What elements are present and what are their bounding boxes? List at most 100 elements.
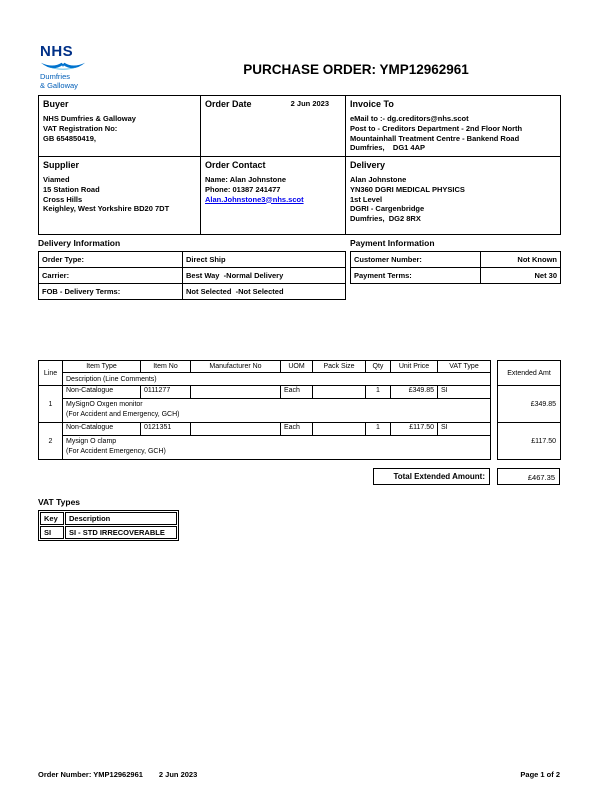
item-type: Non-Catalogue (62, 422, 141, 436)
footer-order-number: Order Number: YMP12962961 (38, 770, 143, 779)
order-contact-phone: Phone: 01387 241477 (205, 184, 281, 194)
table-row: SI SI - STD IRRECOVERABLE (40, 526, 177, 539)
order-contact-email-link[interactable]: Alan.Johnstone3@nhs.scot (205, 194, 304, 204)
order-date-label: Order Date (205, 99, 252, 109)
item-type: Non-Catalogue (62, 385, 141, 399)
vat-type: SI (437, 422, 491, 436)
supplier-city: Keighley, West Yorkshire BD20 7DT (43, 204, 170, 214)
table-row: Carrier: Best Way -Normal Delivery (38, 267, 346, 284)
column-gap (491, 361, 498, 386)
fob-terms-value: Not Selected -Not Selected (182, 283, 346, 300)
line-number: 1 (38, 385, 63, 423)
order-contact-name: Name: Alan Johnstone (205, 175, 286, 184)
col-header-extended-amt: Extended Amt (497, 360, 561, 386)
delivery-contact: Alan Johnstone (350, 175, 407, 184)
col-header-vat-type: VAT Type (437, 360, 491, 373)
delivery-city: Dumfries, DG2 8RX (350, 214, 421, 223)
table-row-description: MySignO Oxgen monitor (For Accident and … (39, 398, 561, 423)
order-contact-cell: Order Contact Name: Alan Johnstone Phone… (200, 156, 346, 235)
order-date-cell: Order Date 2 Jun 2023 (200, 95, 346, 157)
customer-number-label: Customer Number: (350, 251, 481, 268)
vat-description-header: Description (65, 512, 177, 525)
invoice-to-post: Post to - Creditors Department - 2nd Flo… (350, 123, 523, 133)
invoice-to-email: eMail to :- dg.creditors@nhs.scot (350, 114, 469, 123)
vat-types-section: VAT Types Key Description SI SI - STD IR… (38, 497, 179, 541)
vat-types-table: Key Description SI SI - STD IRRECOVERABL… (38, 510, 179, 541)
payment-terms-value: Net 30 (480, 267, 561, 284)
qty: 1 (365, 385, 391, 399)
footer-page-number: Page 1 of 2 (520, 770, 560, 779)
manufacturer-no (190, 422, 281, 436)
column-gap (491, 423, 498, 460)
total-extended-amount-value: £467.35 (497, 468, 560, 485)
items-header-row: Line Item Type Item No Manufacturer No U… (38, 360, 561, 386)
nhs-region-line1: Dumfries (40, 72, 71, 81)
nhs-swoosh-icon (40, 62, 86, 70)
supplier-heading: Supplier (43, 160, 80, 170)
footer-date: 2 Jun 2023 (158, 770, 198, 779)
qty: 1 (365, 422, 391, 436)
table-row: FOB - Delivery Terms: Not Selected -Not … (38, 283, 346, 300)
carrier-value: Best Way -Normal Delivery (182, 267, 346, 284)
item-description-cell: Mysign O clamp (For Accident Emergency, … (62, 435, 491, 460)
pack-size (312, 385, 366, 399)
supplier-street: 15 Station Road (43, 184, 100, 194)
unit-price: £349.85 (390, 385, 438, 399)
vat-key-header: Key (40, 512, 64, 525)
delivery-cell: Delivery Alan Johnstone YN360 DGRI MEDIC… (345, 156, 561, 235)
nhs-region-line2: & Galloway (40, 81, 78, 91)
invoice-to-address: Mountainhall Treatment Centre - Bankend … (350, 133, 520, 143)
table-row-description: Mysign O clamp (For Accident Emergency, … (39, 435, 561, 460)
supplier-cell: Supplier Viamed 15 Station Road Cross Hi… (38, 156, 201, 235)
delivery-site: DGRI - Cargenbridge (350, 204, 425, 214)
col-header-unit-price: Unit Price (390, 360, 438, 373)
col-header-item-no: Item No (140, 360, 191, 373)
col-header-qty: Qty (365, 360, 391, 373)
extended-amt: £117.50 (497, 422, 561, 460)
buyer-name: NHS Dumfries & Galloway (43, 114, 136, 123)
nhs-logo-text: NHS (40, 43, 74, 60)
carrier-label: Carrier: (38, 267, 183, 284)
invoice-to-cell: Invoice To eMail to :- dg.creditors@nhs.… (345, 95, 561, 157)
supplier-locality: Cross Hills (43, 194, 83, 204)
invoice-to-heading: Invoice To (350, 99, 394, 109)
order-type-value: Direct Ship (182, 251, 346, 268)
column-gap (490, 468, 497, 485)
order-contact-heading: Order Contact (205, 160, 266, 170)
delivery-heading: Delivery (350, 160, 386, 170)
delivery-information-section: Delivery Information Order Type: Direct … (38, 238, 346, 300)
col-header-line: Line (38, 360, 63, 386)
buyer-vat-number: GB 654850419, (43, 133, 96, 143)
customer-number-value: Not Known (480, 251, 561, 268)
vat-header-row: Key Description (40, 512, 177, 525)
item-description-comment: (For Accident and Emergency, GCH) (66, 410, 180, 418)
delivery-information-table: Order Type: Direct Ship Carrier: Best Wa… (38, 251, 346, 300)
total-extended-amount-label: Total Extended Amount: (373, 468, 490, 485)
total-extended-amount-row: Total Extended Amount: £467.35 (38, 468, 560, 485)
vat-type: SI (437, 385, 491, 399)
table-row: 2 Non-Catalogue 0121351 Each 1 £117.50 S… (38, 422, 561, 460)
order-header-table: Buyer NHS Dumfries & Galloway VAT Regist… (38, 95, 561, 235)
table-row: Customer Number: Not Known (350, 251, 561, 268)
payment-information-heading: Payment Information (350, 238, 435, 248)
buyer-vat-label: VAT Registration No: (43, 123, 118, 133)
extended-amt: £349.85 (497, 385, 561, 423)
col-header-uom: UOM (280, 360, 313, 373)
pack-size (312, 422, 366, 436)
col-header-manufacturer-no: Manufacturer No (190, 360, 281, 373)
fob-terms-label: FOB - Delivery Terms: (38, 283, 183, 300)
item-no: 0111277 (140, 385, 191, 399)
payment-information-section: Payment Information Customer Number: Not… (350, 238, 561, 284)
delivery-information-heading: Delivery Information (38, 238, 121, 248)
page-footer: Order Number: YMP12962961 2 Jun 2023 Pag… (38, 770, 560, 779)
table-row: 1 Non-Catalogue 0111277 Each 1 £349.85 S… (38, 385, 561, 423)
manufacturer-no (190, 385, 281, 399)
delivery-level: 1st Level (350, 194, 383, 204)
items-header-description-row: Description (Line Comments) (39, 372, 561, 386)
vat-description: SI - STD IRRECOVERABLE (65, 526, 177, 539)
item-no: 0121351 (140, 422, 191, 436)
uom: Each (280, 385, 313, 399)
invoice-to-city: Dumfries, DG1 4AP (350, 143, 426, 153)
supplier-name: Viamed (43, 175, 70, 184)
item-description-cell: MySignO Oxgen monitor (For Accident and … (62, 398, 491, 423)
